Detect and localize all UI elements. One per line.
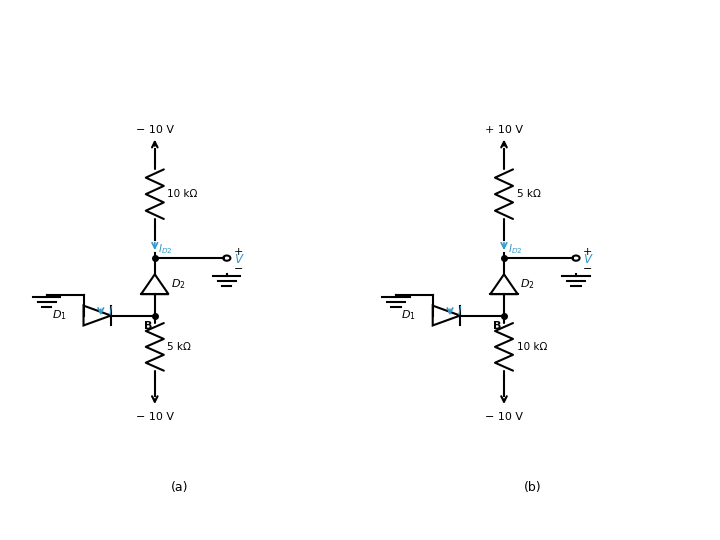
Text: V: V (234, 253, 242, 266)
Text: + 10 V: + 10 V (485, 125, 523, 136)
Text: − 10 V: − 10 V (136, 412, 174, 422)
Text: 10 kΩ: 10 kΩ (517, 342, 547, 352)
Text: 5 kΩ: 5 kΩ (517, 189, 541, 199)
Text: − 10 V: − 10 V (136, 125, 174, 136)
Text: $I_{D2}$: $I_{D2}$ (158, 242, 173, 256)
Text: B: B (493, 321, 502, 331)
Text: $I_{D2}$: $I_{D2}$ (508, 242, 522, 256)
Text: −: − (583, 264, 593, 274)
Text: −: − (234, 264, 243, 274)
Text: (b): (b) (524, 481, 541, 494)
Text: (a): (a) (171, 481, 189, 494)
Text: 10 kΩ: 10 kΩ (167, 189, 198, 199)
Text: Example 4.2: Multiple Diodes: Example 4.2: Multiple Diodes (188, 25, 532, 45)
Text: $I$: $I$ (108, 305, 113, 318)
Text: $D_2$: $D_2$ (520, 278, 535, 291)
Text: $D_1$: $D_1$ (401, 309, 416, 322)
Text: $D_2$: $D_2$ (171, 278, 186, 291)
Text: V: V (583, 253, 591, 266)
Text: B: B (144, 321, 153, 331)
Text: − 10 V: − 10 V (485, 412, 523, 422)
Text: +: + (583, 247, 593, 256)
Text: +: + (234, 247, 243, 256)
Text: $D_1$: $D_1$ (52, 309, 67, 322)
Text: 5 kΩ: 5 kΩ (167, 342, 192, 352)
Text: $I$: $I$ (457, 305, 462, 318)
